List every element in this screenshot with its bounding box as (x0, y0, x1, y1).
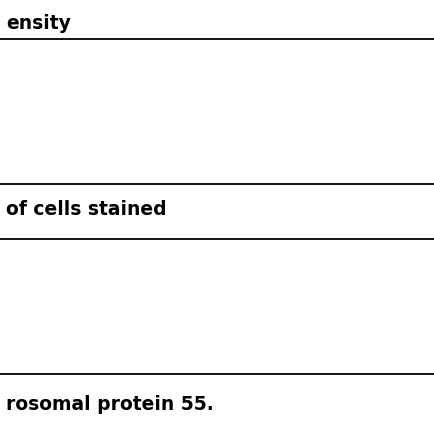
Text: ensity: ensity (6, 14, 71, 33)
Text: rosomal protein 55.: rosomal protein 55. (6, 395, 213, 414)
Text: of cells stained: of cells stained (6, 200, 166, 219)
